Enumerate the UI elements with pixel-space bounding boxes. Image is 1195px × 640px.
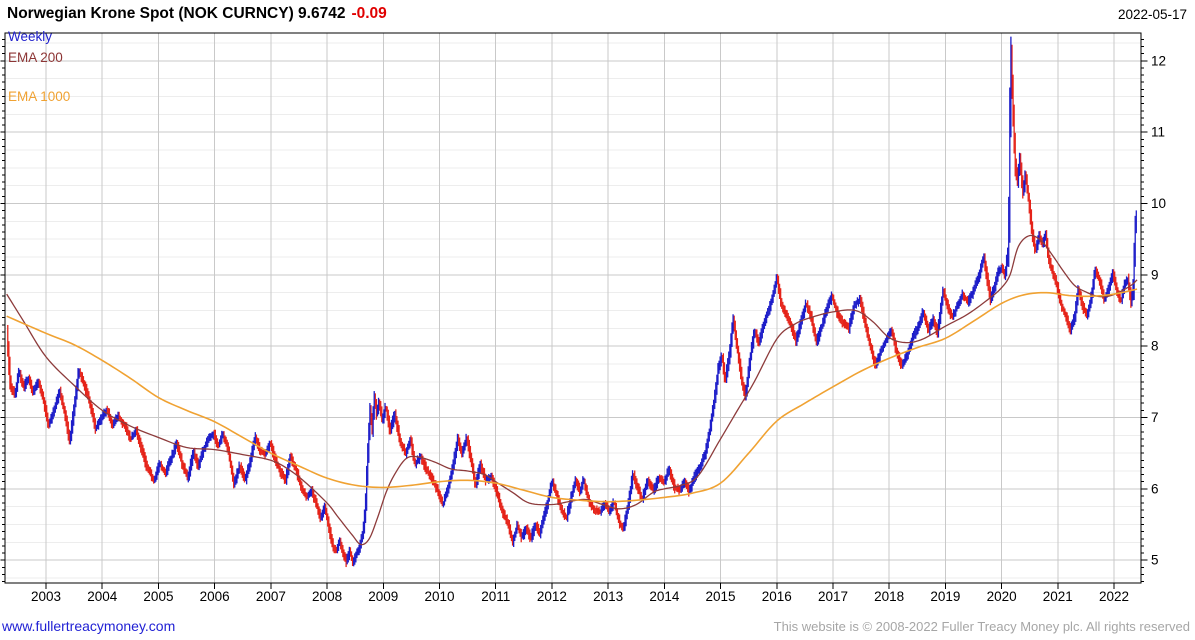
price-chart[interactable]: 2003 2004 2005 2006 2007 2008 2009 2010 2011 2012… — [0, 0, 1195, 612]
svg-text:2019: 2019 — [930, 589, 960, 604]
x-axis-labels: 2003 2004 2005 2006 2007 2008 2009 2010 2011 2012… — [31, 589, 1129, 604]
ema-200-line — [6, 234, 1138, 546]
axis-ticks — [0, 38, 1148, 589]
svg-text:2010: 2010 — [424, 589, 454, 604]
legend-ema-200: EMA 200 — [8, 50, 63, 65]
svg-text:2018: 2018 — [874, 589, 904, 604]
svg-text:2015: 2015 — [706, 589, 736, 604]
svg-text:7: 7 — [1151, 410, 1159, 425]
footer: www.fullertreacymoney.com This website i… — [0, 615, 1195, 640]
chart-date: 2022-05-17 — [1117, 7, 1187, 22]
svg-text:2013: 2013 — [593, 589, 623, 604]
svg-text:10: 10 — [1151, 196, 1166, 211]
svg-text:2016: 2016 — [762, 589, 792, 604]
svg-text:8: 8 — [1151, 339, 1159, 354]
svg-text:2017: 2017 — [818, 589, 848, 604]
svg-text:2005: 2005 — [143, 589, 173, 604]
legend-timeframe: Weekly — [8, 29, 53, 44]
svg-text:2011: 2011 — [481, 589, 510, 604]
svg-text:9: 9 — [1151, 267, 1159, 282]
svg-text:12: 12 — [1151, 53, 1166, 68]
svg-text:2022: 2022 — [1099, 589, 1129, 604]
svg-text:2020: 2020 — [987, 589, 1017, 604]
svg-text:2006: 2006 — [200, 589, 230, 604]
svg-text:2009: 2009 — [368, 589, 398, 604]
y-axis-labels: 5 6 7 8 9 10 11 12 — [1151, 53, 1166, 567]
minor-gridlines — [5, 42, 1141, 579]
instrument-title: Norwegian Krone Spot (NOK CURNCY) 9.6742 — [7, 5, 346, 22]
chart-title: Norwegian Krone Spot (NOK CURNCY) 9.6742… — [7, 5, 387, 23]
svg-text:6: 6 — [1151, 481, 1159, 496]
svg-text:2014: 2014 — [649, 589, 680, 604]
site-link[interactable]: www.fullertreacymoney.com — [2, 618, 176, 634]
copyright-text: This website is © 2008-2022 Fuller Treac… — [773, 619, 1190, 634]
plot-frame — [4, 32, 1142, 584]
price-bars-down — [7, 44, 1132, 568]
svg-text:2012: 2012 — [537, 589, 567, 604]
legend-ema-1000: EMA 1000 — [8, 89, 71, 104]
svg-text:2008: 2008 — [312, 589, 342, 604]
svg-text:2003: 2003 — [31, 589, 61, 604]
svg-text:5: 5 — [1151, 553, 1159, 568]
svg-text:2004: 2004 — [87, 589, 118, 604]
price-change: -0.09 — [351, 5, 387, 22]
ema-1000-line — [6, 288, 1138, 503]
svg-text:2021: 2021 — [1043, 589, 1073, 604]
svg-text:2007: 2007 — [256, 589, 286, 604]
chart-area[interactable]: 2003 2004 2005 2006 2007 2008 2009 2010 2011 2012… — [0, 0, 1195, 612]
price-bars-up — [14, 36, 1137, 567]
svg-text:11: 11 — [1151, 125, 1165, 140]
